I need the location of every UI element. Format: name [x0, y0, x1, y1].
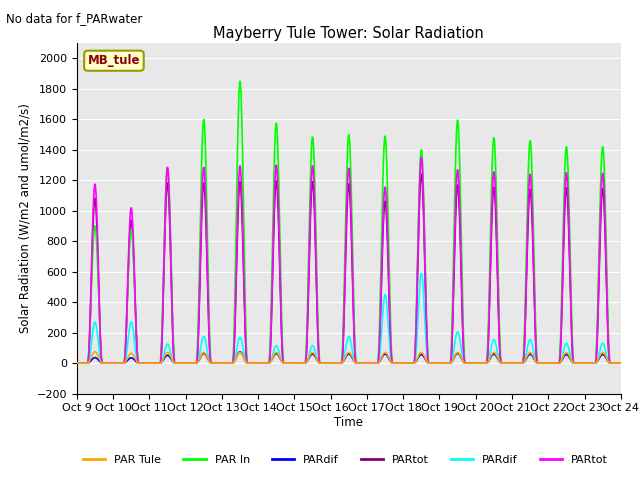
Legend: PAR Tule, PAR In, PARdif, PARtot, PARdif, PARtot: PAR Tule, PAR In, PARdif, PARtot, PARdif…	[79, 451, 612, 469]
Title: Mayberry Tule Tower: Solar Radiation: Mayberry Tule Tower: Solar Radiation	[213, 25, 484, 41]
X-axis label: Time: Time	[334, 416, 364, 429]
Text: No data for f_PARwater: No data for f_PARwater	[6, 12, 143, 25]
Text: MB_tule: MB_tule	[88, 54, 140, 67]
Y-axis label: Solar Radiation (W/m2 and umol/m2/s): Solar Radiation (W/m2 and umol/m2/s)	[18, 104, 31, 333]
